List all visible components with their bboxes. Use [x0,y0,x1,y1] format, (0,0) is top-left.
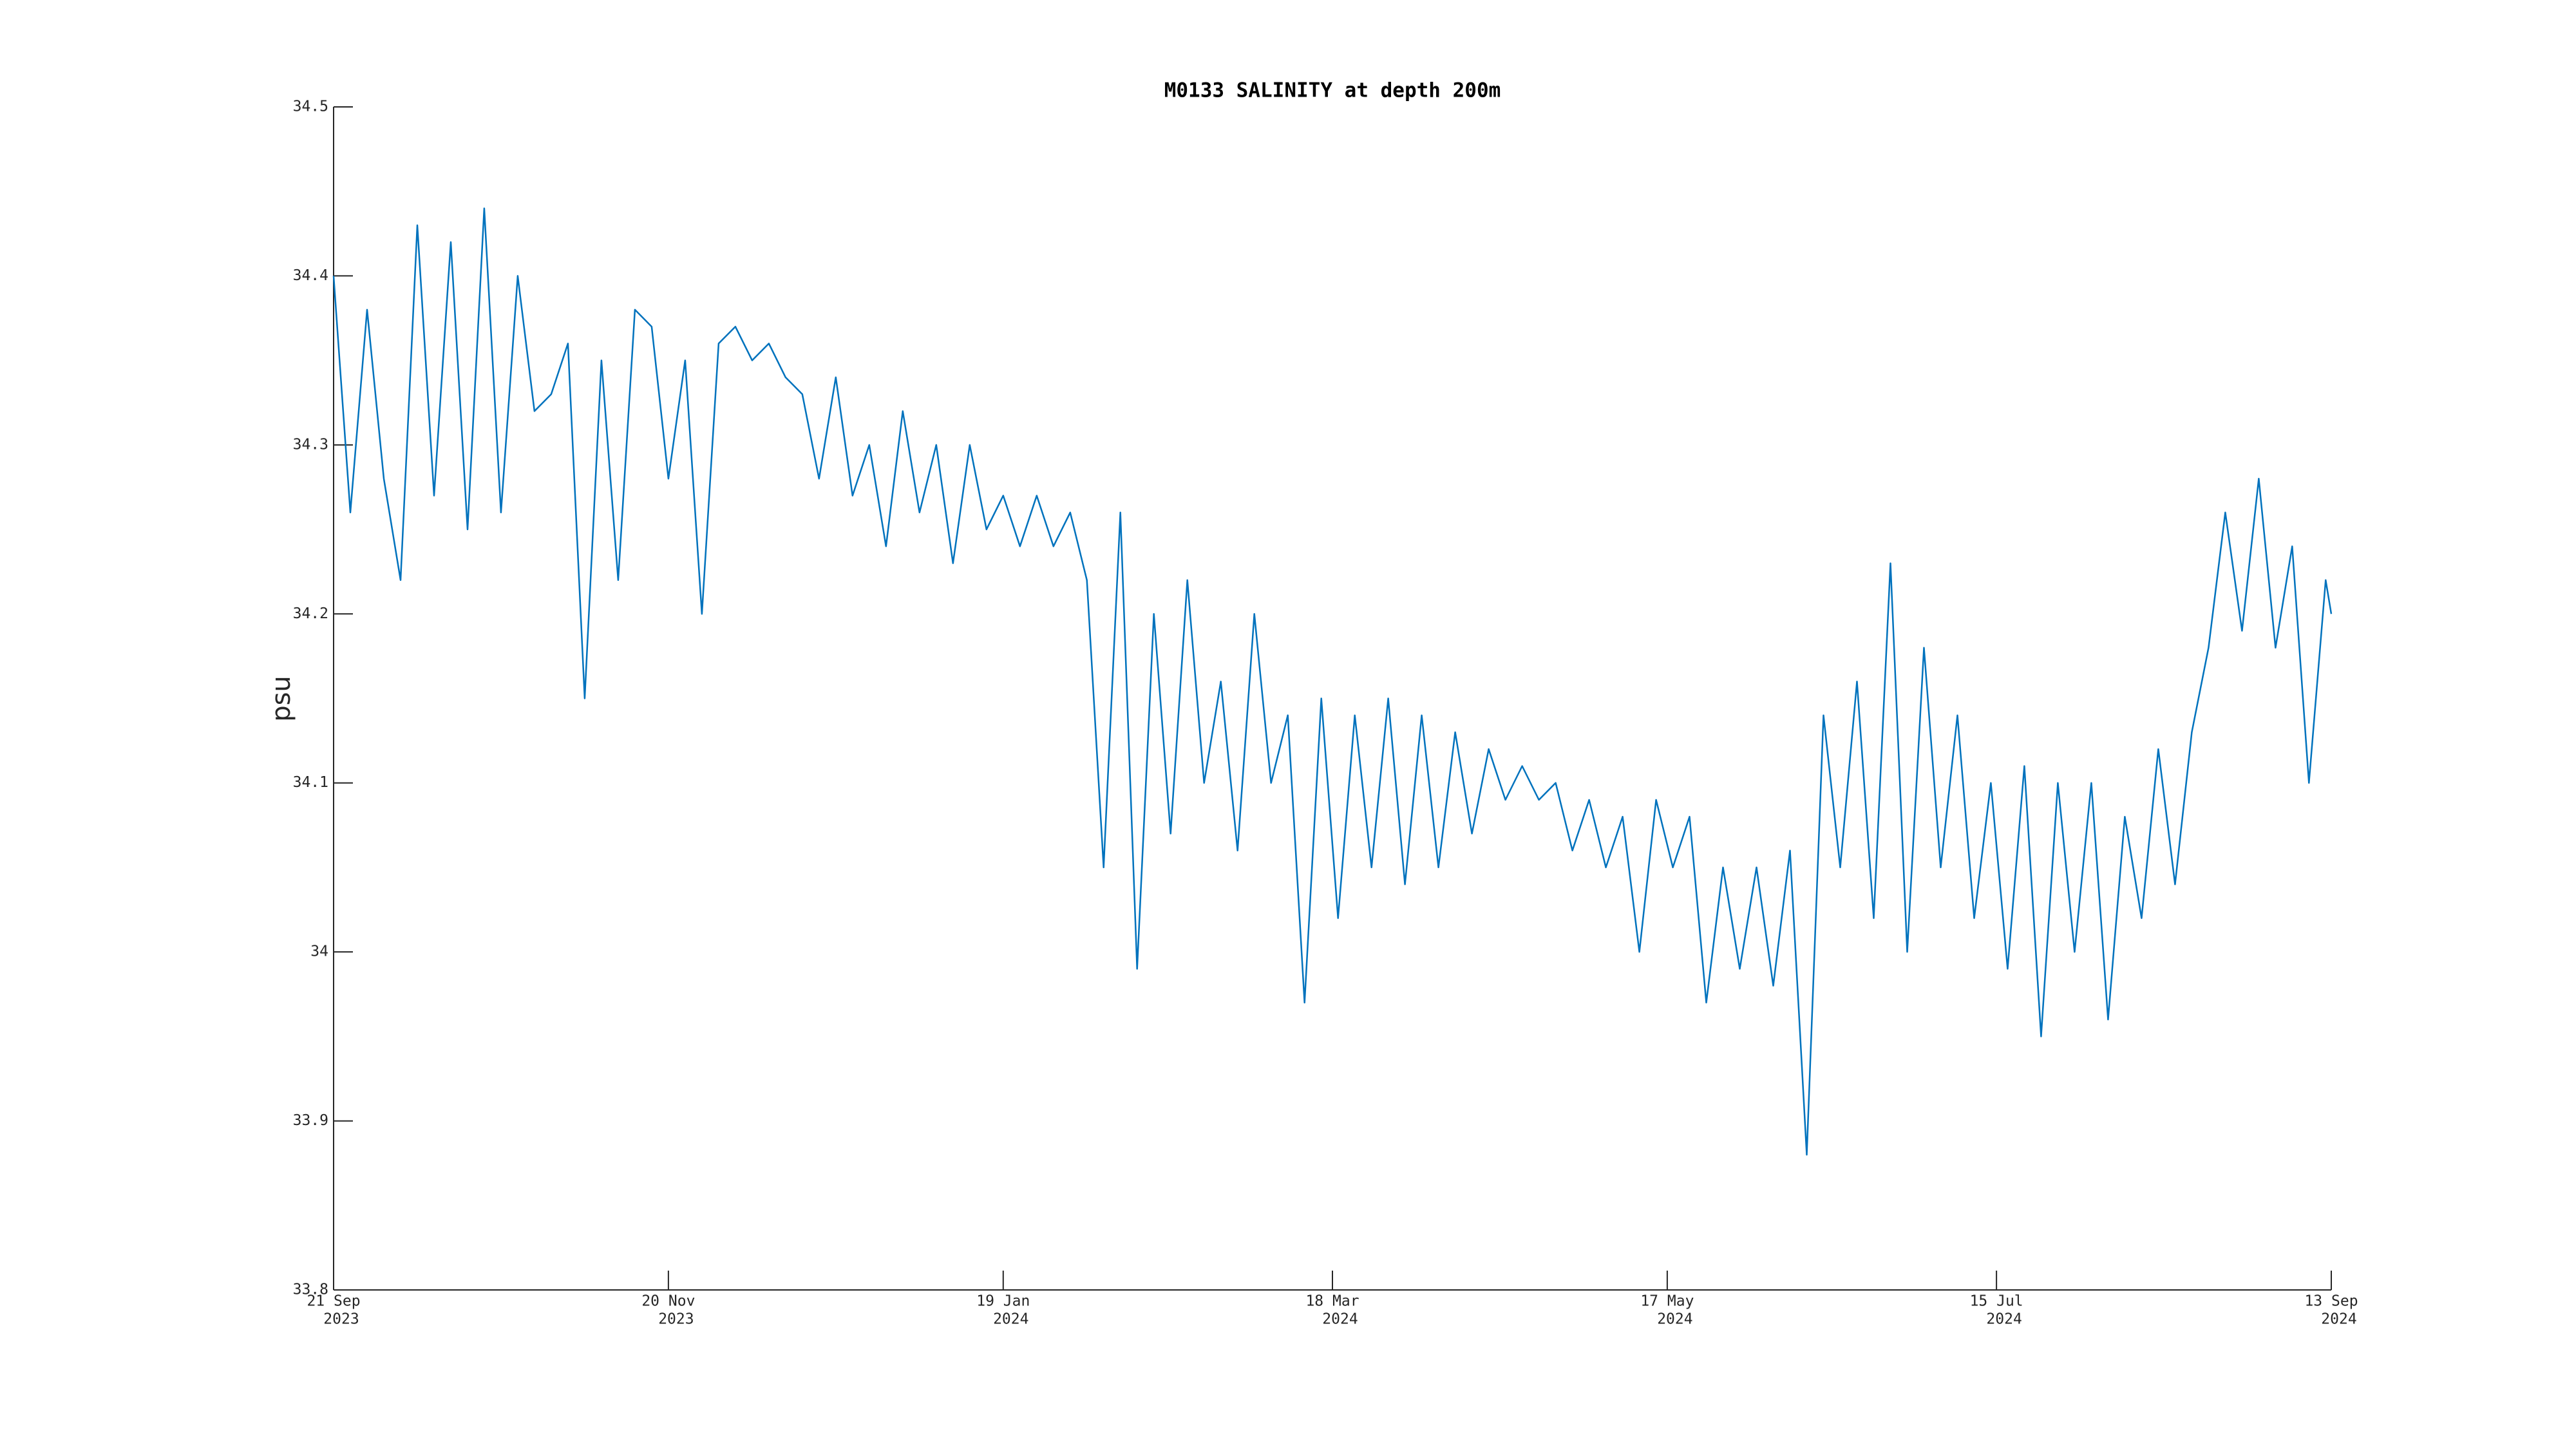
y-axis-label: psu [267,676,296,722]
x-tick-label: 2024 [1657,1311,1692,1328]
x-tick-label: 15 Jul [1970,1293,2023,1310]
data-line [332,207,2333,1156]
x-tick-label: 18 Mar [1305,1293,1359,1310]
y-tick-label: 34.1 [293,774,328,791]
x-tick-label: 19 Jan [976,1293,1030,1310]
x-tick-label: 2023 [658,1311,694,1328]
x-tick-label: 2024 [993,1311,1028,1328]
y-tick-label: 34.2 [293,605,328,622]
y-tick-label: 34.4 [293,267,328,284]
y-tick-label: 33.9 [293,1112,328,1129]
y-tick-label: 34.3 [293,436,328,453]
x-tick-label: 20 Nov [641,1293,695,1310]
x-tick-label: 21 Sep [307,1293,360,1310]
y-tick-label: 33.8 [293,1282,328,1298]
x-tick-label: 2024 [1322,1311,1358,1328]
x-tick-label: 13 Sep [2304,1293,2358,1310]
y-tick-label: 34.5 [293,99,328,115]
x-tick-label: 2024 [1986,1311,2022,1328]
x-tick-label: 2024 [2321,1311,2356,1328]
x-tick-label: 17 May [1640,1293,1694,1310]
x-tick-label: 2023 [323,1311,359,1328]
y-tick-label: 34 [310,943,328,960]
chart-title: M0133 SALINITY at depth 200m [1164,79,1501,102]
